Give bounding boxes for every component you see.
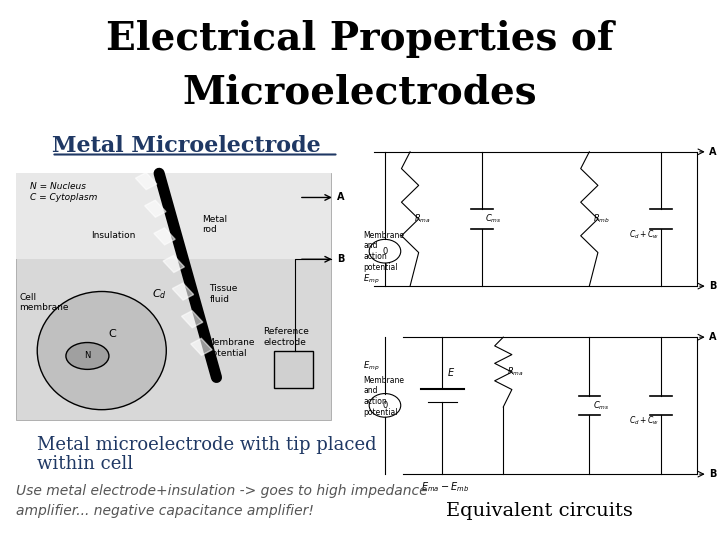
Text: C: C bbox=[109, 329, 117, 340]
Bar bbox=[172, 283, 194, 300]
Text: amplifier... negative capacitance amplifier!: amplifier... negative capacitance amplif… bbox=[16, 504, 314, 518]
Text: Microelectrodes: Microelectrodes bbox=[183, 74, 537, 112]
Text: $R_{ma}$: $R_{ma}$ bbox=[507, 366, 523, 379]
Text: $C_d+C_w$: $C_d+C_w$ bbox=[629, 414, 659, 427]
Text: potential: potential bbox=[364, 263, 398, 272]
Text: $E_{ma}-E_{mb}$: $E_{ma}-E_{mb}$ bbox=[420, 481, 469, 495]
Text: Membrane
potential: Membrane potential bbox=[206, 338, 254, 357]
Text: Tissue
fluid: Tissue fluid bbox=[210, 285, 238, 304]
Text: Electrical Properties of: Electrical Properties of bbox=[106, 20, 613, 58]
Text: 0: 0 bbox=[382, 247, 387, 256]
Ellipse shape bbox=[66, 342, 109, 369]
Ellipse shape bbox=[37, 292, 166, 410]
Text: A: A bbox=[709, 147, 716, 157]
FancyBboxPatch shape bbox=[16, 173, 331, 421]
Text: B: B bbox=[709, 469, 716, 479]
Text: and: and bbox=[364, 241, 378, 251]
Bar bbox=[145, 200, 166, 217]
Bar bbox=[163, 255, 184, 273]
Text: Membrane: Membrane bbox=[364, 231, 405, 240]
Text: 0: 0 bbox=[382, 401, 387, 410]
Text: N: N bbox=[84, 352, 91, 361]
Text: Reference
electrode: Reference electrode bbox=[263, 327, 309, 347]
Bar bbox=[135, 173, 157, 190]
Text: A: A bbox=[337, 192, 344, 202]
Text: Metal microelectrode with tip placed: Metal microelectrode with tip placed bbox=[37, 436, 377, 454]
Text: $C_{ms}$: $C_{ms}$ bbox=[485, 213, 502, 225]
Text: Equivalent circuits: Equivalent circuits bbox=[446, 502, 633, 519]
Text: $E_{mp}$: $E_{mp}$ bbox=[364, 360, 380, 373]
Text: and: and bbox=[364, 387, 378, 395]
Bar bbox=[191, 339, 212, 355]
Text: Cell
membrane: Cell membrane bbox=[19, 293, 69, 312]
Bar bbox=[154, 228, 175, 245]
Text: Insulation: Insulation bbox=[91, 231, 135, 240]
Text: action: action bbox=[364, 252, 387, 261]
Text: potential: potential bbox=[364, 408, 398, 417]
Text: Metal
rod: Metal rod bbox=[202, 214, 228, 234]
Bar bbox=[274, 350, 313, 388]
Text: $E$: $E$ bbox=[447, 366, 456, 378]
Text: action: action bbox=[364, 397, 387, 406]
Text: $C_d$: $C_d$ bbox=[152, 287, 166, 301]
Text: $E_{mp}$: $E_{mp}$ bbox=[364, 273, 380, 286]
Text: Metal Microelectrode: Metal Microelectrode bbox=[52, 136, 320, 158]
Text: $C_d+C_w$: $C_d+C_w$ bbox=[629, 229, 659, 241]
Text: $R_{mb}$: $R_{mb}$ bbox=[593, 213, 610, 225]
Bar bbox=[181, 310, 203, 328]
Text: $C_{ms}$: $C_{ms}$ bbox=[593, 399, 609, 411]
Text: Use metal electrode+insulation -> goes to high impedance: Use metal electrode+insulation -> goes t… bbox=[16, 484, 428, 498]
Text: B: B bbox=[337, 254, 344, 264]
Text: $R_{ma}$: $R_{ma}$ bbox=[414, 213, 431, 225]
Text: Membrane: Membrane bbox=[364, 376, 405, 384]
FancyBboxPatch shape bbox=[16, 173, 331, 259]
Text: B: B bbox=[709, 281, 716, 291]
Text: N = Nucleus
C = Cytoplasm: N = Nucleus C = Cytoplasm bbox=[30, 183, 97, 202]
Text: A: A bbox=[709, 332, 716, 342]
Text: within cell: within cell bbox=[37, 455, 133, 474]
